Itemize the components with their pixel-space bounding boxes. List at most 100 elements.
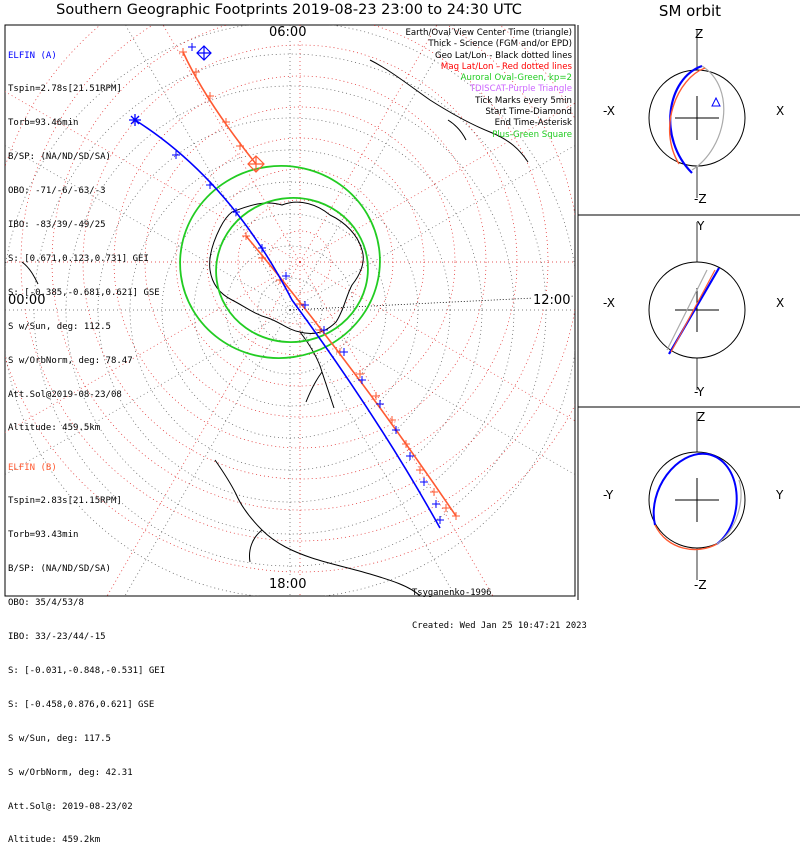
polar-map-layer: [5, 25, 575, 596]
auroral-oval-inner: [215, 197, 369, 343]
elfin-a-tick: [436, 516, 444, 524]
credit-created: Created: Wed Jan 25 10:47:21 2023: [412, 621, 587, 631]
elfin-a-tick: [392, 426, 400, 434]
elfin-b-track: [182, 51, 257, 165]
elfin-b-tick: [206, 92, 214, 100]
legend-item: End Time-Asterisk: [494, 118, 572, 129]
panel1-bottom-label: -Z: [694, 192, 707, 206]
elfin-a-tick: [301, 301, 309, 309]
elfin-a-tick: [432, 500, 440, 508]
elfin-b-tick: [402, 440, 410, 448]
panel2-left-label: -X: [603, 296, 615, 310]
sm-orbit-a: [652, 452, 738, 545]
hour-label-top: 06:00: [268, 25, 308, 40]
auroral-oval-outer: [179, 165, 381, 359]
elfin-b-start-diamond: [247, 155, 265, 173]
elfin-a-tick: [258, 244, 266, 252]
elfin-a-line: B/SP: (NA/ND/SD/SA): [8, 152, 111, 163]
elfin-b-tick: [192, 68, 200, 76]
elfin-b-line: Tspin=2.83s[21.15RPM]: [8, 496, 122, 507]
mag-meridian: [299, 261, 494, 596]
panel1-top-label: Z: [695, 27, 704, 41]
map-content: [5, 25, 575, 596]
elfin-b-line: IBO: 33/-23/44/-15: [8, 632, 106, 643]
elfin-b-tick: [416, 466, 424, 474]
sm-orbit-layer: [648, 30, 746, 580]
elfin-a-end-asterisk: [129, 114, 141, 126]
elfin-b-tick: [236, 142, 244, 150]
elfin-a-tick: [172, 151, 180, 159]
antarctic-peninsula: [299, 331, 335, 409]
sm-orbit-b: [654, 524, 718, 551]
elfin-b-line: S: [-0.031,-0.848,-0.531] GEI: [8, 665, 166, 676]
panel3-right-label: Y: [776, 488, 784, 502]
footprint-map: [4, 24, 800, 600]
elfin-a-line: S w/Sun, deg: 112.5: [8, 321, 111, 332]
elfin-a-tick: [320, 326, 328, 334]
elfin-b-tick: [372, 392, 380, 400]
elfin-b-line: Torb=93.43min: [8, 530, 79, 541]
elfin-a-tick: [282, 272, 290, 280]
elfin-a-line: Tspin=2.78s[21.51RPM]: [8, 84, 122, 95]
elfin-a-tick: [188, 43, 196, 51]
elfin-a-start-diamond: [196, 45, 212, 61]
elfin-b-line: Altitude: 459.2km: [8, 835, 101, 846]
elfin-a-tick: [232, 208, 240, 216]
legend-item: Thick - Science (FGM and/or EPD): [428, 39, 572, 50]
geo-meridian: [289, 309, 456, 596]
elfin-b-header: ELFIN (B): [8, 462, 57, 473]
elfin-a-tick: [406, 452, 414, 460]
legend-item: Mag Lat/Lon - Red dotted lines: [440, 61, 572, 72]
elfin-a-line: IBO: -83/39/-49/25: [8, 220, 106, 231]
elfin-a-tick: [376, 400, 384, 408]
mag-lat-circle: [113, 75, 487, 449]
legend-item: Start Time-Diamond: [485, 107, 572, 118]
mag-lat-circle: [268, 230, 332, 294]
legend-item: Tick Marks every 5min: [475, 95, 572, 106]
panel3-top-label: Z: [697, 410, 706, 424]
elfin-b-line: S w/Sun, deg: 117.5: [8, 733, 111, 744]
panel1-left-label: -X: [603, 104, 615, 118]
elfin-a-line: Torb=93.46min: [8, 118, 79, 129]
panel2-right-label: X: [776, 296, 785, 310]
sm-orbit-b: [670, 269, 716, 353]
elfin-b-tick: [222, 118, 230, 126]
sm-orbit-title: SM orbit: [658, 2, 722, 20]
legend-item: Geo Lat/Lon - Black dotted lines: [434, 50, 572, 61]
elfin-a-track: [134, 119, 441, 529]
elfin-a-line: Att.Sol@2019-08-23/08: [8, 389, 122, 400]
noon-line: [289, 295, 575, 311]
elfin-a-tick: [340, 348, 348, 356]
panel3-left-label: -Y: [603, 488, 614, 502]
geo-meridian: [289, 309, 575, 475]
elfin-a-line: Altitude: 459.5km: [8, 423, 101, 434]
elfin-b-tick: [242, 232, 250, 240]
elfin-b-info: ELFIN (B) Tspin=2.83s[21.15RPM] Torb=93.…: [8, 440, 165, 858]
mag-meridian: [299, 261, 575, 422]
legend-item: Auroral Oval-Green, kp=2: [460, 73, 572, 84]
panel2-top-label: Y: [697, 219, 705, 233]
island-coast: [21, 261, 39, 285]
elfin-b-tick: [296, 300, 304, 308]
elfin-b-tick: [179, 48, 187, 56]
sm-orbit-a-back: [666, 269, 708, 351]
credit-model: Tsyganenko-1996: [412, 588, 492, 598]
hour-label-bottom: 18:00: [268, 577, 308, 592]
sm-triangle: [711, 96, 721, 107]
elfin-b-line: S w/OrbNorm, deg: 42.31: [8, 767, 133, 778]
elfin-a-line: OBO: -71/-6/-63/-3: [8, 186, 106, 197]
elfin-a-line: S: [-0.385,-0.681,0.621] GSE: [8, 287, 160, 298]
elfin-b-tick: [356, 370, 364, 378]
elfin-b-line: B/SP: (NA/ND/SD/SA): [8, 564, 111, 575]
elfin-b-tick: [258, 254, 266, 262]
legend: Earth/Oval View Center Time (triangle) Th…: [405, 28, 572, 141]
australia-coast: [369, 59, 529, 163]
sm-orbit-a: [669, 64, 703, 174]
elfin-a-line: S: [0.671,0.123,0.731] GEI: [8, 253, 149, 264]
antarctica-coast: [209, 201, 364, 335]
mag-lat-circle: [144, 106, 456, 418]
elfin-b-tick: [430, 488, 438, 496]
mag-lat-circle: [20, 25, 575, 542]
elfin-a-info: ELFIN (A) Tspin=2.78s[21.51RPM] Torb=93.…: [8, 28, 160, 446]
panel1-right-label: X: [776, 104, 785, 118]
